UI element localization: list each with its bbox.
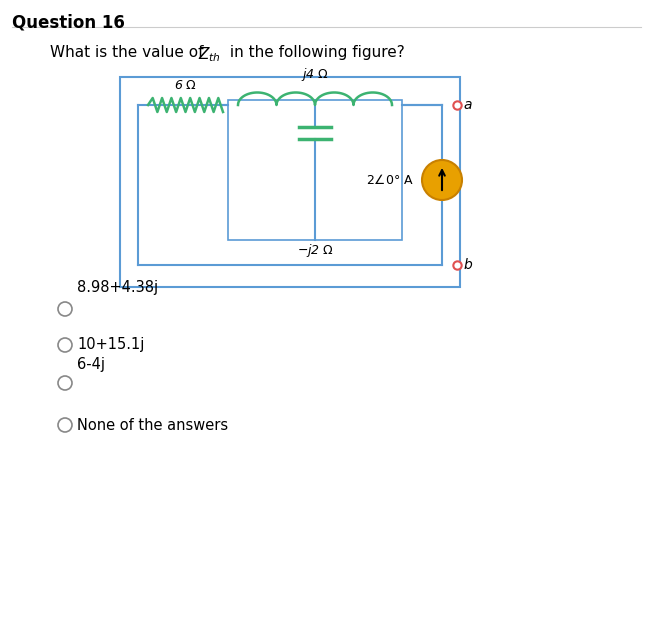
Text: in the following figure?: in the following figure? [225, 45, 405, 60]
Circle shape [422, 160, 462, 200]
Text: None of the answers: None of the answers [77, 418, 228, 433]
Text: 2$\angle$0° A: 2$\angle$0° A [366, 173, 414, 187]
Text: $j$4 $\Omega$: $j$4 $\Omega$ [301, 66, 329, 83]
Text: $-j$2 $\Omega$: $-j$2 $\Omega$ [296, 242, 334, 259]
Circle shape [58, 376, 72, 390]
Text: 6 $\Omega$: 6 $\Omega$ [174, 79, 197, 92]
Text: $Z_{th}$: $Z_{th}$ [198, 45, 221, 64]
Circle shape [58, 302, 72, 316]
Text: 8.98+4.38j: 8.98+4.38j [77, 280, 158, 295]
Circle shape [58, 418, 72, 432]
Text: Question 16: Question 16 [12, 14, 125, 32]
Circle shape [58, 338, 72, 352]
Bar [120, 77, 460, 287]
Text: b: b [463, 258, 471, 272]
Text: 10+15.1j: 10+15.1j [77, 337, 144, 352]
Text: What is the value of: What is the value of [50, 45, 208, 60]
Text: 6-4j: 6-4j [77, 357, 105, 373]
Bar [228, 100, 402, 240]
Text: a: a [463, 98, 471, 112]
